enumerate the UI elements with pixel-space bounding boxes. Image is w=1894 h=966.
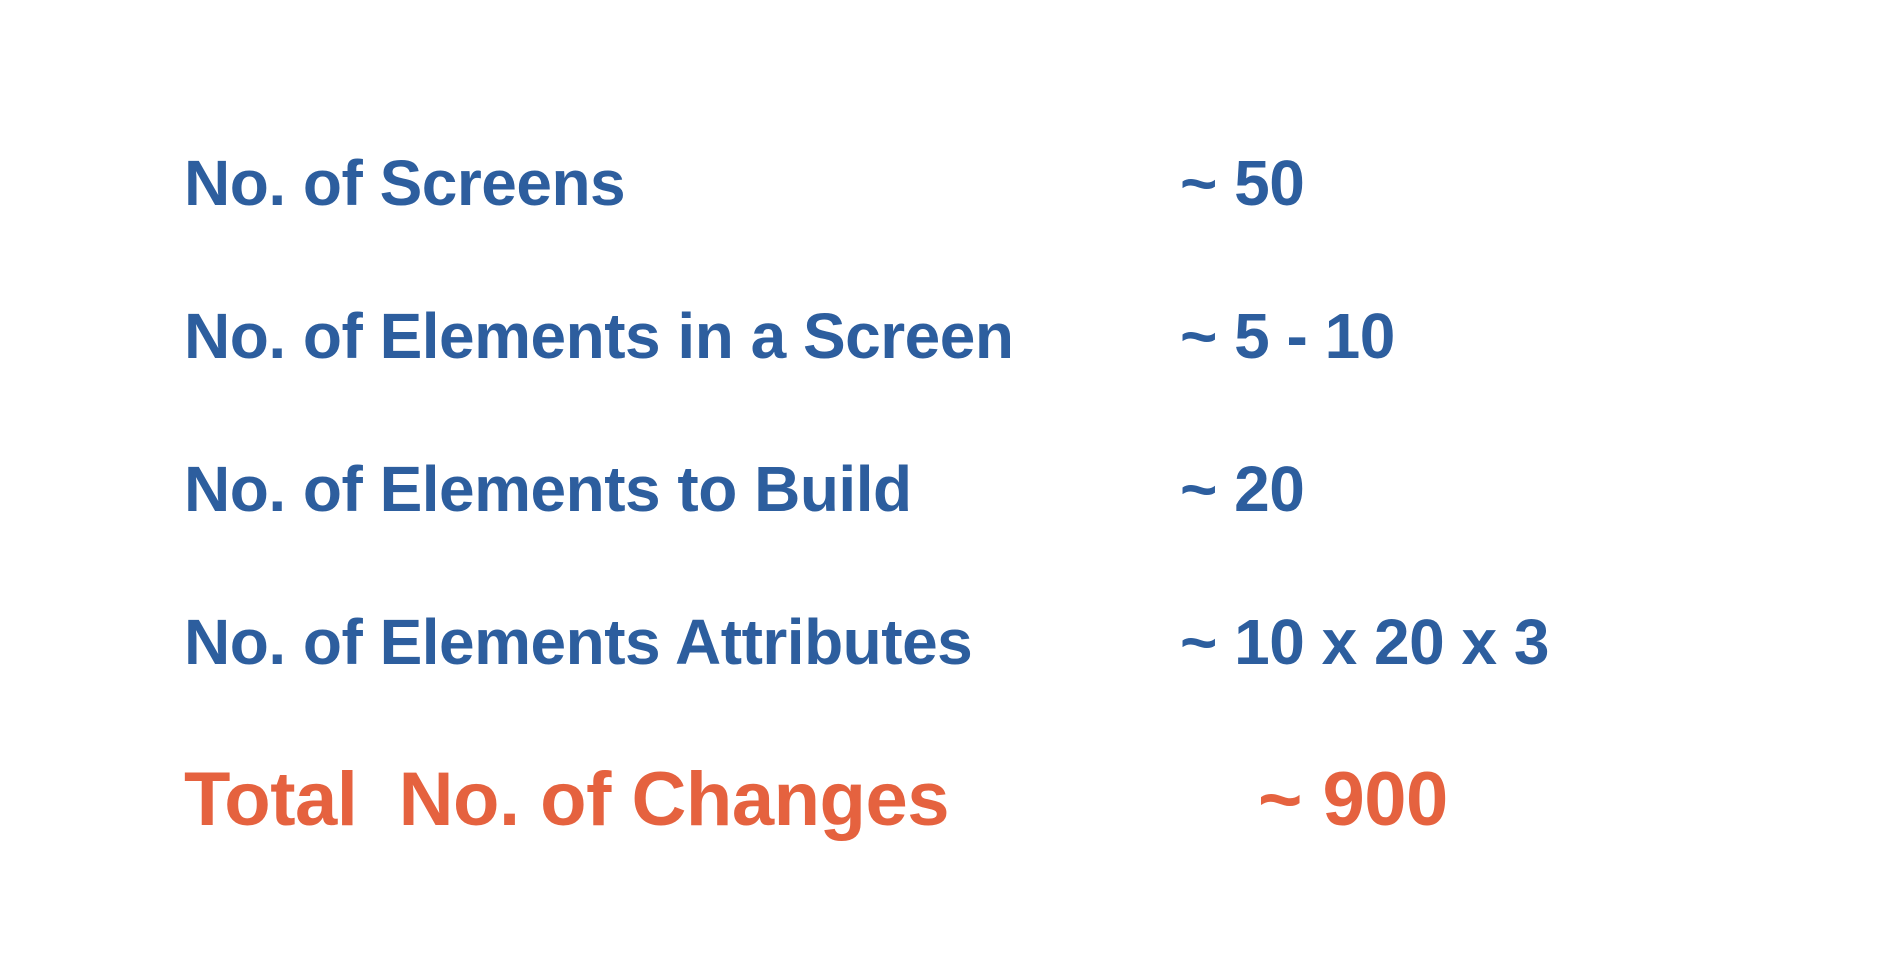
stat-label: No. of Elements in a Screen xyxy=(184,300,1014,372)
stat-value: ~ 10 x 20 x 3 xyxy=(1180,606,1549,678)
total-label: Total No. of Changes xyxy=(184,757,949,842)
stat-label: No. of Screens xyxy=(184,147,626,219)
stat-value: ~ 20 xyxy=(1180,453,1305,525)
stat-row-elements-in-screen: No. of Elements in a Screen ~ 5 - 10 xyxy=(0,291,1894,381)
stat-label: No. of Elements to Build xyxy=(184,453,912,525)
stat-label: No. of Elements Attributes xyxy=(184,606,973,678)
total-row: Total No. of Changes ~ 900 xyxy=(0,755,1894,845)
stat-value: ~ 5 - 10 xyxy=(1180,300,1395,372)
stat-row-elements-to-build: No. of Elements to Build ~ 20 xyxy=(0,444,1894,534)
total-value: ~ 900 xyxy=(1258,757,1448,842)
stat-value: ~ 50 xyxy=(1180,147,1305,219)
stat-row-screens: No. of Screens ~ 50 xyxy=(0,138,1894,228)
stat-row-element-attributes: No. of Elements Attributes ~ 10 x 20 x 3 xyxy=(0,597,1894,687)
